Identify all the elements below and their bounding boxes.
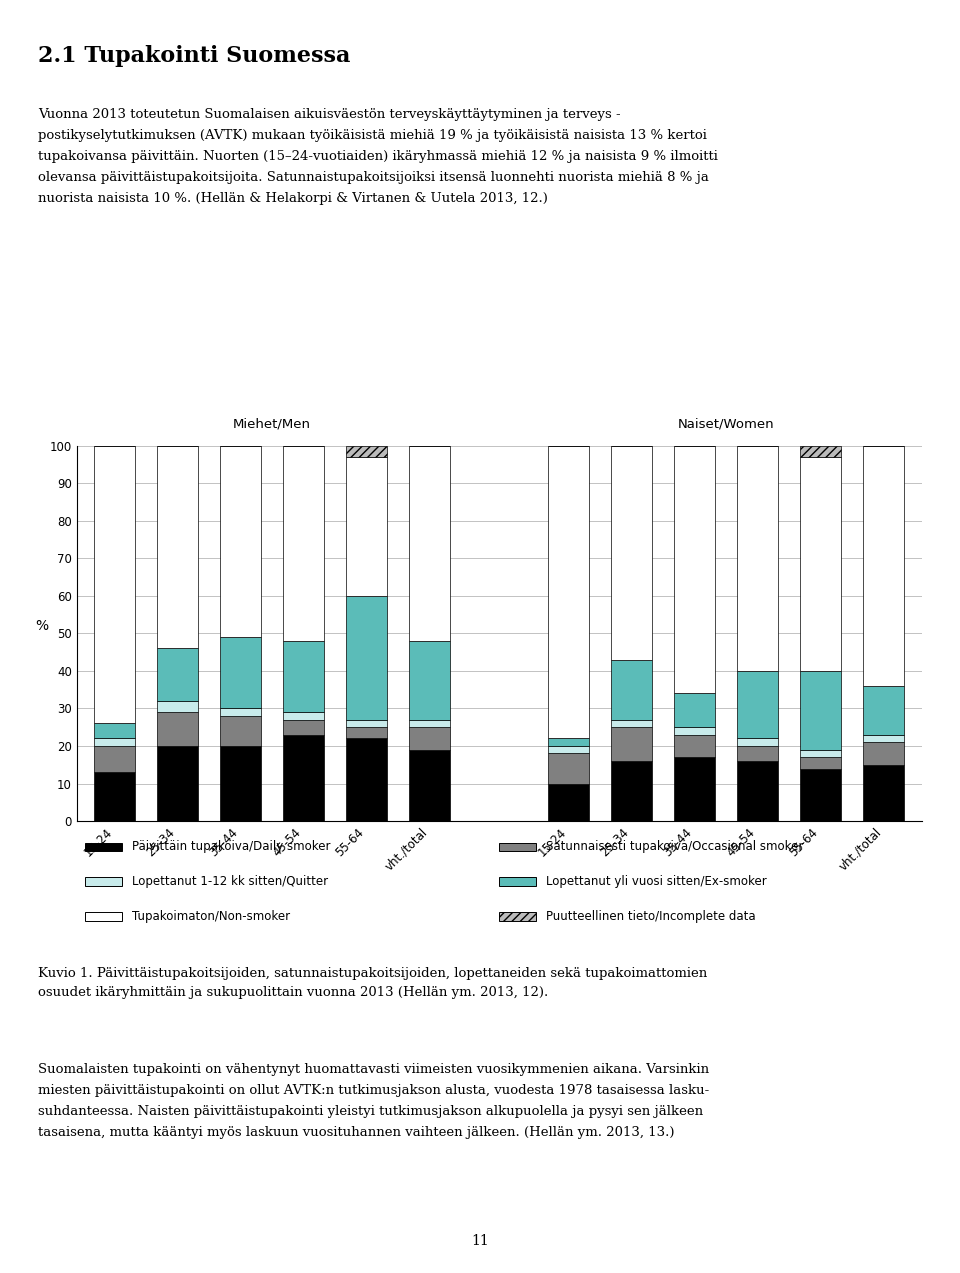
Text: Suomalaisten tupakointi on vähentynyt huomattavasti viimeisten vuosikymmenien ai: Suomalaisten tupakointi on vähentynyt hu… (38, 1063, 709, 1139)
FancyBboxPatch shape (499, 843, 537, 852)
FancyBboxPatch shape (85, 843, 123, 852)
Text: Puutteellinen tieto/Incomplete data: Puutteellinen tieto/Incomplete data (545, 910, 756, 923)
Bar (347, 719, 387, 727)
Bar (347, 596, 387, 719)
Bar (94, 746, 135, 773)
Bar (674, 446, 715, 694)
Text: Satunnaisesti tupakoiva/Occasional smoker: Satunnaisesti tupakoiva/Occasional smoke… (545, 840, 803, 853)
FancyBboxPatch shape (499, 877, 537, 886)
Bar (801, 457, 841, 671)
Bar (548, 746, 589, 754)
Bar (674, 757, 715, 821)
Bar (409, 640, 450, 719)
Bar (612, 761, 652, 821)
Bar (612, 719, 652, 727)
Bar (612, 446, 652, 659)
Bar (283, 446, 324, 640)
FancyBboxPatch shape (499, 911, 537, 920)
Bar (863, 735, 904, 742)
FancyBboxPatch shape (85, 911, 123, 920)
Bar (409, 750, 450, 821)
Bar (347, 446, 387, 457)
Bar (801, 671, 841, 750)
Bar (548, 738, 589, 746)
Bar (409, 719, 450, 727)
Bar (94, 723, 135, 738)
Bar (737, 746, 779, 761)
Text: Vuonna 2013 toteutetun Suomalaisen aikuisväestön terveyskäyttäytyminen ja tervey: Vuonna 2013 toteutetun Suomalaisen aikui… (38, 108, 718, 205)
Bar (548, 783, 589, 821)
Bar (548, 754, 589, 783)
Bar (94, 446, 135, 723)
Bar (283, 735, 324, 821)
Text: Päivittäin tupakoiva/Daily smoker: Päivittäin tupakoiva/Daily smoker (132, 840, 330, 853)
Bar (157, 648, 198, 701)
Bar (347, 727, 387, 738)
Text: Miehet/Men: Miehet/Men (233, 418, 311, 430)
Bar (737, 738, 779, 746)
Bar (612, 727, 652, 761)
Bar (220, 708, 261, 715)
Bar (157, 746, 198, 821)
Bar (347, 738, 387, 821)
Bar (863, 446, 904, 686)
Y-axis label: %: % (35, 620, 48, 634)
Bar (863, 686, 904, 735)
Bar (157, 701, 198, 712)
Bar (863, 742, 904, 765)
Bar (157, 446, 198, 648)
Bar (283, 712, 324, 719)
Bar (283, 719, 324, 735)
Bar (94, 738, 135, 746)
Bar (283, 640, 324, 712)
Bar (409, 446, 450, 640)
Bar (863, 765, 904, 821)
Bar (737, 671, 779, 738)
Bar (94, 773, 135, 821)
Bar (220, 746, 261, 821)
Bar (220, 446, 261, 636)
Text: Kuvio 1. Päivittäistupakoitsijoiden, satunnaistupakoitsijoiden, lopettaneiden se: Kuvio 1. Päivittäistupakoitsijoiden, sat… (38, 967, 708, 999)
Bar (674, 727, 715, 735)
Bar (220, 636, 261, 708)
Bar (409, 727, 450, 750)
Text: 11: 11 (471, 1234, 489, 1248)
Bar (801, 769, 841, 821)
Bar (612, 659, 652, 719)
Text: Tupakoimaton/Non-smoker: Tupakoimaton/Non-smoker (132, 910, 290, 923)
Bar (737, 761, 779, 821)
Text: 2.1 Tupakointi Suomessa: 2.1 Tupakointi Suomessa (38, 45, 350, 66)
Text: Lopettanut 1-12 kk sitten/Quitter: Lopettanut 1-12 kk sitten/Quitter (132, 875, 327, 889)
Bar (674, 694, 715, 727)
Bar (157, 712, 198, 746)
Bar (801, 446, 841, 457)
Text: Lopettanut yli vuosi sitten/Ex-smoker: Lopettanut yli vuosi sitten/Ex-smoker (545, 875, 766, 889)
Bar (801, 757, 841, 769)
Bar (801, 750, 841, 757)
FancyBboxPatch shape (85, 877, 123, 886)
Bar (347, 457, 387, 596)
Bar (737, 446, 779, 671)
Bar (220, 715, 261, 746)
Bar (674, 735, 715, 757)
Bar (548, 446, 589, 738)
Text: Naiset/Women: Naiset/Women (678, 418, 775, 430)
